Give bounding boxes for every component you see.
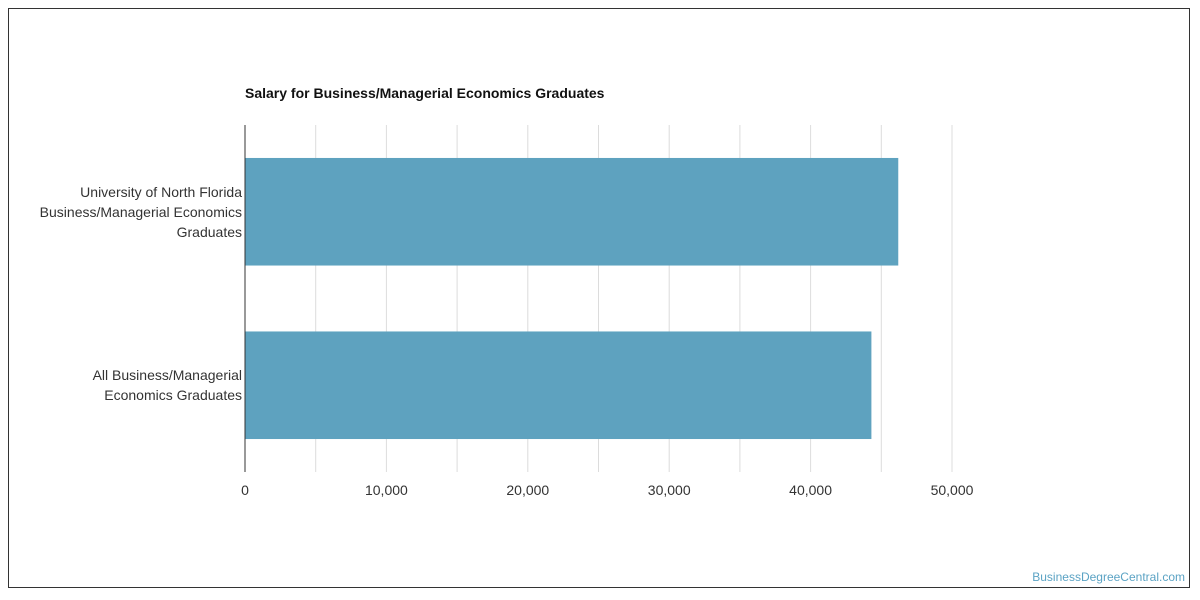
category-label-2: All Business/Managerial Economics Graduat…: [2, 365, 242, 405]
x-tick-label: 20,000: [506, 482, 549, 498]
category-label-line: Graduates: [176, 223, 242, 240]
x-tick-label: 40,000: [789, 482, 832, 498]
category-label-line: Business/Managerial Economics: [39, 203, 242, 220]
bar-2: [245, 331, 872, 440]
chart-title: Salary for Business/Managerial Economics…: [245, 85, 605, 101]
category-label-1: University of North Florida Business/Mana…: [2, 182, 242, 242]
category-label-line: University of North Florida: [80, 183, 242, 200]
category-label-line: Economics Graduates: [104, 387, 242, 404]
x-tick-label: 10,000: [365, 482, 408, 498]
category-label-line: All Business/Managerial: [92, 367, 242, 384]
tick-layer: 0 10,000 20,000 30,000 40,000 50,000: [241, 482, 974, 498]
x-tick-label: 50,000: [931, 482, 974, 498]
x-tick-label: 30,000: [648, 482, 691, 498]
bar-1: [245, 157, 899, 266]
x-tick-label: 0: [241, 482, 249, 498]
bar-layer: [245, 157, 899, 440]
watermark: BusinessDegreeCentral.com: [1032, 570, 1185, 584]
